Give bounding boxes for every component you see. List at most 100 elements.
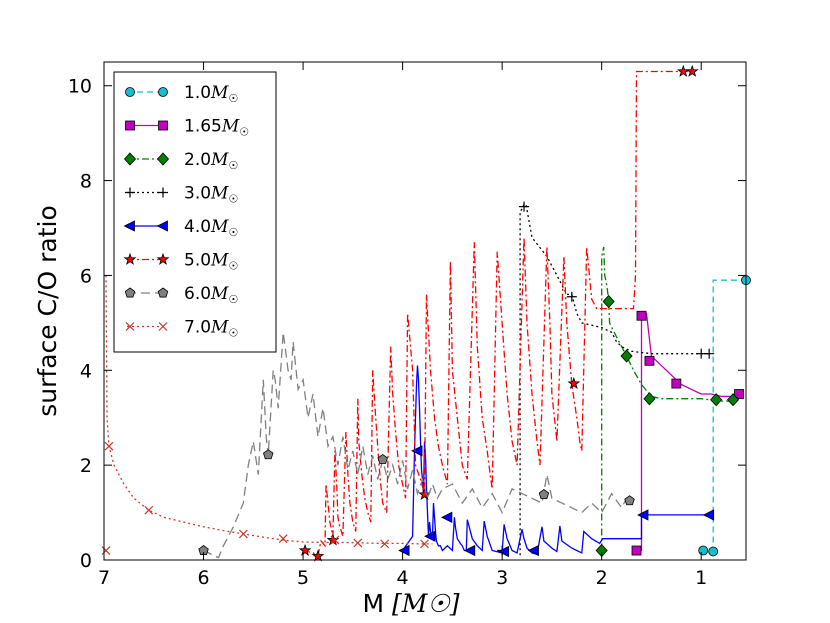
- legend-entry-5-0: 5.0M☉: [123, 251, 238, 273]
- data-point-7-0-6: [353, 538, 363, 548]
- legend-marker-start: [125, 322, 135, 331]
- data-point-4-0-1: [411, 445, 423, 457]
- data-point-4-0-6: [527, 544, 539, 557]
- data-point-3-0-4: [704, 348, 715, 359]
- legend-entry-4-0: 4.0M☉: [123, 217, 238, 239]
- data-point-5-0-1: [311, 549, 325, 562]
- data-point-1-65-1: [636, 310, 647, 321]
- data-point-7-0-4: [278, 534, 288, 544]
- data-point-2-0-1: [602, 294, 615, 309]
- legend-marker-start: [125, 187, 135, 198]
- data-point-7-0-2: [144, 505, 154, 515]
- data-point-1-0-1: [708, 546, 719, 557]
- data-point-1-65-4: [734, 389, 744, 399]
- data-point-2-0-4: [710, 393, 723, 407]
- data-point-4-0-5: [497, 545, 510, 558]
- y-tick-label-4: 8: [80, 171, 92, 193]
- data-point-4-0-8: [702, 509, 715, 521]
- data-point-3-0-1: [519, 201, 530, 212]
- series-6-0: [198, 332, 635, 559]
- legend-marker-start: [123, 152, 137, 166]
- x-tick-label-6: 1: [695, 567, 707, 589]
- legend-marker-end: [158, 187, 168, 198]
- x-tick-label-0: 7: [98, 567, 110, 589]
- legend-entry-1-65: 1.65M☉: [125, 117, 249, 139]
- legend-marker-end: [157, 287, 169, 298]
- data-point-7-0-3: [238, 529, 248, 539]
- legend: 1.0M☉ 1.65M☉ 2.0M☉ 3.0M☉ 4.0M☉ 5.0M☉ 6.0M☉ 7.0M…: [113, 71, 277, 353]
- y-tick-label-1: 2: [80, 455, 92, 477]
- legend-box: [113, 71, 277, 353]
- series-7-0: [101, 275, 433, 555]
- data-point-4-0-2: [424, 530, 436, 542]
- data-point-6-0-3: [538, 489, 550, 499]
- x-tick-label-3: 4: [397, 567, 409, 589]
- data-point-7-0-8: [420, 539, 429, 549]
- data-point-3-0-2: [566, 291, 577, 302]
- data-point-2-0-3: [643, 392, 656, 406]
- series-line-2-0: [601, 246, 736, 551]
- series-2-0: [595, 246, 740, 558]
- legend-marker-end: [158, 87, 168, 97]
- series-4-0: [398, 365, 715, 558]
- legend-entry-6-0: 6.0M☉: [124, 284, 238, 306]
- data-point-4-0-0: [398, 544, 410, 557]
- legend-marker-start: [123, 252, 137, 265]
- x-axis-label: M [M☉]: [362, 589, 459, 618]
- data-point-2-0-2: [620, 349, 633, 363]
- data-point-7-0-7: [380, 539, 390, 549]
- legend-marker-start: [125, 120, 135, 131]
- legend-marker-start: [123, 220, 135, 232]
- legend-entry-7-0: 7.0M☉: [125, 318, 238, 340]
- data-point-4-0-7: [637, 509, 649, 521]
- y-tick-label-0: 0: [80, 550, 92, 572]
- x-tick-label-1: 6: [197, 567, 209, 589]
- data-point-1-0-0: [698, 545, 709, 556]
- legend-label: 1.0M☉: [184, 83, 238, 105]
- x-tick-label-4: 3: [496, 567, 508, 589]
- legend-marker-end: [156, 252, 170, 265]
- legend-marker-end: [158, 322, 168, 331]
- legend-marker-start: [124, 287, 136, 298]
- y-axis-label: surface C/O ratio: [33, 205, 62, 417]
- y-tick-label-3: 6: [80, 265, 92, 287]
- legend-entry-1-0: 1.0M☉: [125, 83, 238, 105]
- y-tick-label-5: 10: [68, 76, 92, 98]
- legend-label: 3.0M☉: [184, 184, 238, 206]
- legend-label: 4.0M☉: [184, 217, 238, 239]
- legend-marker-end: [156, 152, 170, 166]
- series-line-7-0: [105, 275, 433, 545]
- data-point-4-0-3: [441, 511, 453, 523]
- series-layer: [101, 64, 751, 562]
- data-point-7-0-1: [104, 441, 114, 451]
- data-point-2-0-5: [727, 393, 740, 407]
- data-point-1-65-0: [631, 545, 642, 556]
- series-line-4-0: [402, 365, 712, 556]
- series-5-0: [298, 64, 699, 562]
- legend-label: 6.0M☉: [184, 284, 238, 306]
- legend-label: 1.65M☉: [184, 117, 249, 139]
- y-tick-label-2: 4: [80, 360, 92, 382]
- legend-label: 7.0M☉: [184, 318, 238, 340]
- data-point-5-0-4: [567, 376, 581, 390]
- legend-entry-3-0: 3.0M☉: [125, 184, 238, 206]
- data-point-5-0-3: [418, 487, 431, 500]
- data-point-1-65-2: [644, 355, 655, 366]
- data-point-5-0-0: [298, 543, 312, 556]
- legend-marker-start: [125, 87, 135, 97]
- legend-entry-2-0: 2.0M☉: [123, 150, 238, 172]
- plot-frame: [103, 61, 747, 561]
- data-point-1-65-3: [671, 378, 682, 389]
- legend-marker-end: [158, 120, 168, 131]
- legend-marker-end: [156, 220, 168, 232]
- legend-label: 2.0M☉: [184, 150, 238, 172]
- data-point-4-0-4: [463, 544, 476, 557]
- series-line-5-0: [302, 70, 694, 557]
- x-tick-label-2: 5: [297, 567, 309, 589]
- data-point-7-0-0: [101, 546, 111, 555]
- data-point-5-0-6: [685, 64, 699, 77]
- legend-label: 5.0M☉: [184, 251, 238, 273]
- data-point-6-0-1: [263, 449, 274, 460]
